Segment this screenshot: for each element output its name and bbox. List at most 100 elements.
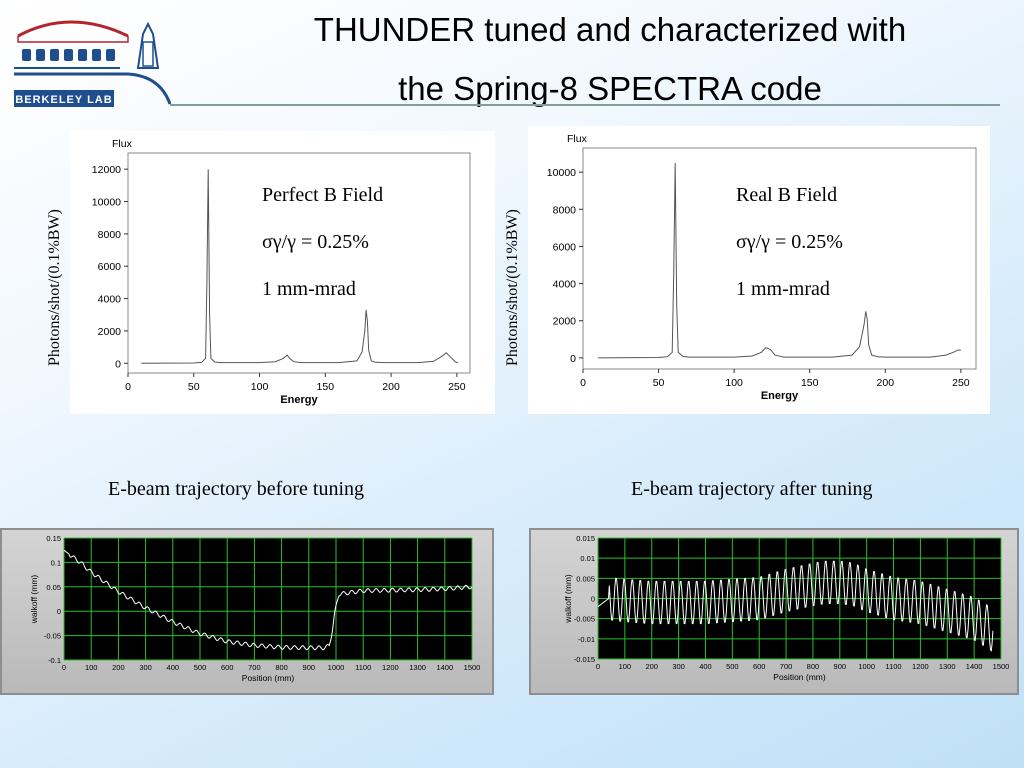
x-tick-label: 600 [753, 662, 766, 671]
y-tick-label: -0.01 [578, 635, 595, 644]
trajectory-after-svg: 0 100 200 300 400 500 600 700 800 900 1000 1100 1200… [563, 534, 1010, 682]
x-tick-label: 1300 [939, 662, 956, 671]
y-tick-label: 6000 [98, 261, 122, 273]
slide-title-line-2: the Spring-8 SPECTRA code [398, 70, 822, 107]
y-tick-label: 10000 [547, 167, 576, 179]
x-tick-label: 1200 [382, 663, 399, 672]
x-tick-label: 200 [645, 662, 658, 671]
x-tick-label: 50 [653, 377, 665, 389]
y-tick-label: 0.01 [580, 554, 595, 563]
y-tick-label: -0.015 [574, 655, 595, 664]
x-tick-label: 700 [780, 662, 793, 671]
x-axis-label: Energy [761, 390, 799, 402]
spectrum-left-ylabel: Photons/shot/(0.1%BW) [46, 209, 63, 366]
x-tick-label: 1400 [436, 663, 453, 672]
x-tick-label: 200 [382, 381, 400, 393]
y-tick-label: 0.015 [576, 534, 595, 543]
y-tick-label: 0 [57, 607, 61, 616]
title-divider [170, 104, 1000, 106]
y-tick-label: 4000 [553, 279, 577, 291]
x-tick-label: 300 [672, 662, 685, 671]
walkoff-trace-line [63, 549, 473, 651]
scope-plot-area [64, 538, 472, 660]
x-tick-label: 100 [85, 663, 98, 672]
x-tick-label: 0 [596, 662, 600, 671]
plot-frame [127, 152, 471, 374]
spectrum-perfect-chart: 0 2000 4000 6000 8000 10000 12000 0 50 100 150 200 2… [70, 131, 495, 414]
trajectory-before-panel: 0 100 200 300 400 500 600 700 800 900 1000 1100 1200… [0, 528, 494, 695]
y-tick-label: 0 [570, 353, 576, 365]
flux-series-line [598, 162, 961, 359]
y-tick-label: -0.005 [574, 615, 595, 624]
y-tick-label: 8000 [98, 229, 122, 241]
walkoff-trace-line [597, 560, 994, 652]
spectrum-perfect-svg: 0 2000 4000 6000 8000 10000 12000 0 50 100 150 200 2… [92, 138, 471, 406]
y-tick-label: 2000 [553, 316, 577, 328]
y-tick-label: 8000 [553, 204, 577, 216]
x-tick-label: 250 [952, 377, 970, 389]
x-tick-label: 900 [834, 662, 847, 671]
x-tick-label: 600 [221, 663, 234, 672]
x-axis-label: Position (mm) [242, 673, 295, 683]
x-axis-label: Energy [280, 394, 318, 406]
y-tick-label: -0.1 [48, 656, 61, 665]
x-tick-label: 1000 [858, 662, 875, 671]
y-tick-label: 6000 [553, 241, 577, 253]
x-tick-label: 900 [303, 663, 316, 672]
x-tick-label: 1000 [328, 663, 345, 672]
x-tick-label: 50 [188, 381, 200, 393]
x-tick-label: 1400 [966, 662, 983, 671]
x-tick-label: 0 [62, 663, 66, 672]
x-tick-label: 400 [699, 662, 712, 671]
y-tick-label: 0.005 [576, 574, 595, 583]
x-tick-label: 800 [275, 663, 288, 672]
caption-after-tuning: E-beam trajectory after tuning [631, 478, 873, 500]
y-axis-label: walkoff (mm) [29, 575, 39, 625]
y-tick-label: -0.05 [44, 632, 61, 641]
y-tick-label: 0.05 [46, 583, 61, 592]
x-tick-label: 100 [725, 377, 743, 389]
x-tick-label: 200 [877, 377, 895, 389]
y-tick-label: 12000 [92, 164, 121, 176]
chart-title: Flux [112, 138, 133, 150]
y-tick-label: 0 [115, 358, 121, 370]
spectrum-real-svg: 0 2000 4000 6000 8000 10000 0 50 100 150 200 250 Flu… [547, 133, 977, 402]
y-tick-label: 0.1 [51, 558, 61, 567]
x-tick-label: 0 [580, 377, 586, 389]
x-tick-label: 1100 [885, 662, 901, 671]
spectrum-real-chart: 0 2000 4000 6000 8000 10000 0 50 100 150 200 250 Flu… [528, 126, 990, 414]
flux-series-line [141, 169, 459, 364]
caption-before-tuning: E-beam trajectory before tuning [108, 478, 364, 500]
trajectory-before-svg: 0 100 200 300 400 500 600 700 800 900 1000 1100 1200… [29, 534, 481, 683]
x-tick-label: 1500 [464, 663, 481, 672]
y-tick-label: 2000 [98, 326, 122, 338]
x-tick-label: 150 [801, 377, 819, 389]
x-tick-label: 1500 [993, 662, 1010, 671]
y-tick-label: 10000 [92, 197, 121, 209]
annotation-energy-spread-right: σγ/γ = 0.25% [736, 231, 843, 253]
x-tick-label: 500 [194, 663, 207, 672]
y-tick-label: 4000 [98, 294, 122, 306]
x-tick-label: 800 [807, 662, 820, 671]
spectrum-right-ylabel: Photons/shot/(0.1%BW) [504, 209, 521, 366]
x-tick-label: 0 [125, 381, 131, 393]
annotation-emittance-left: 1 mm-mrad [262, 278, 356, 300]
x-tick-label: 100 [251, 381, 269, 393]
annotation-perfect-field: Perfect B Field [262, 184, 384, 206]
chart-title: Flux [567, 133, 588, 145]
x-tick-label: 200 [112, 663, 125, 672]
x-tick-label: 250 [448, 381, 466, 393]
x-tick-label: 1100 [355, 663, 371, 672]
x-tick-label: 500 [726, 662, 739, 671]
annotation-real-field: Real B Field [736, 184, 838, 206]
y-tick-label: 0.15 [46, 534, 61, 543]
x-tick-label: 700 [248, 663, 261, 672]
annotation-energy-spread-left: σγ/γ = 0.25% [262, 231, 369, 253]
x-tick-label: 300 [139, 663, 152, 672]
y-tick-label: 0 [591, 595, 595, 604]
plot-frame [582, 147, 977, 370]
trajectory-after-panel: 0 100 200 300 400 500 600 700 800 900 1000 1100 1200… [529, 528, 1019, 695]
x-tick-label: 1200 [912, 662, 929, 671]
annotation-emittance-right: 1 mm-mrad [736, 278, 830, 300]
x-tick-label: 1300 [409, 663, 426, 672]
